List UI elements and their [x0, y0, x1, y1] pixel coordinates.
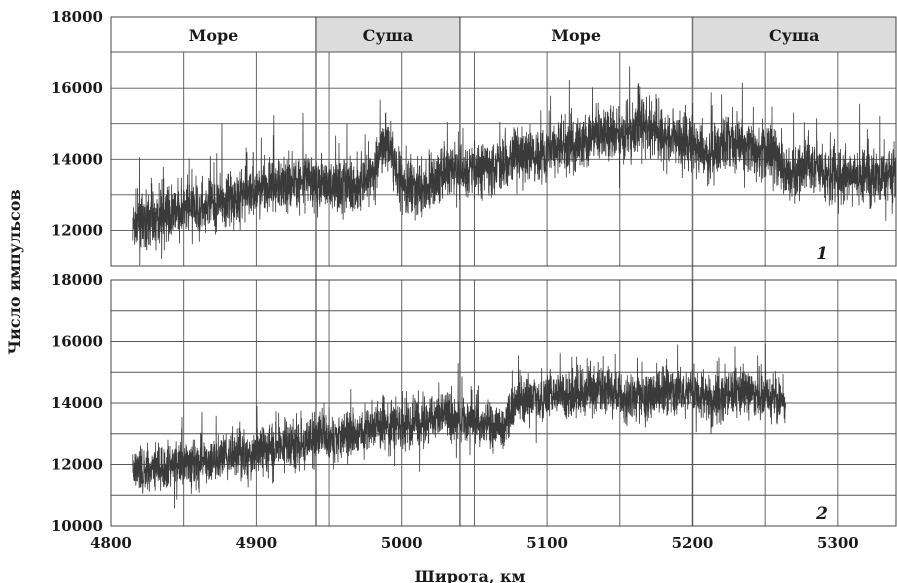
data-series-1	[132, 66, 897, 266]
region-band-3	[692, 17, 896, 52]
y-tick-label: 18000	[51, 8, 103, 26]
y-tick-label: 16000	[51, 333, 103, 351]
x-tick-label: 5300	[817, 534, 859, 552]
panel-number: 2	[815, 504, 828, 524]
y-tick-label: 18000	[51, 271, 103, 289]
chart-panel-1: Море Суша Море Суша 12000 14000 16000 18000 1	[51, 8, 897, 526]
plot-frame	[110, 16, 897, 267]
y-tick-label: 12000	[51, 456, 103, 474]
y-tick-label: 12000	[51, 221, 103, 239]
y-tick-label: 14000	[51, 394, 103, 412]
y-tick-label: 16000	[51, 79, 103, 97]
region-label: Море	[551, 26, 601, 45]
panel-number: 1	[816, 244, 828, 264]
x-axis-label: Широта, км	[415, 567, 526, 583]
region-label: Суша	[363, 26, 414, 45]
y-axis-label: Число импульсов	[5, 189, 24, 354]
plot-frame	[110, 279, 897, 527]
region-label: Суша	[769, 26, 820, 45]
data-series-1	[132, 344, 786, 509]
x-tick-label: 5000	[381, 534, 423, 552]
y-tick-label: 14000	[51, 150, 103, 168]
chart-panel-2: 10000 12000 14000 16000 18000 4800 4900 5000 510…	[51, 271, 897, 552]
region-band-1	[315, 17, 460, 52]
y-tick-label: 10000	[51, 517, 103, 535]
x-tick-label: 5200	[672, 534, 714, 552]
x-tick-label: 4800	[90, 534, 132, 552]
x-tick-label: 4900	[235, 534, 277, 552]
region-label: Море	[189, 26, 239, 45]
x-tick-label: 5100	[526, 534, 568, 552]
